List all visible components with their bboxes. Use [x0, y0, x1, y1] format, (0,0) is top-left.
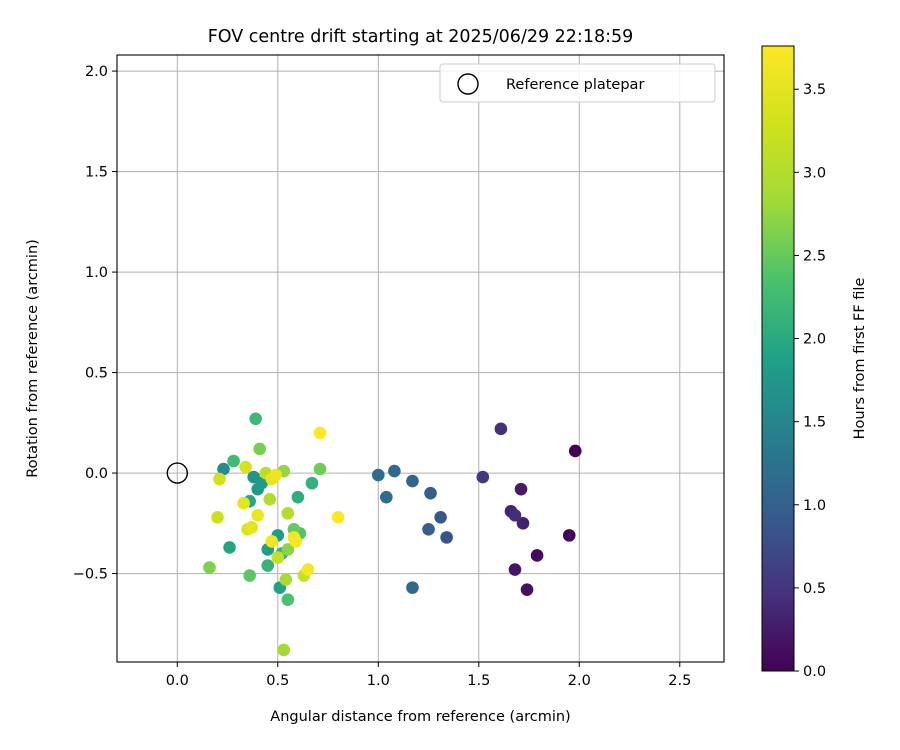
- y-tick-label: 1.5: [85, 165, 108, 181]
- colorbar-gradient: [761, 45, 795, 672]
- colorbar-label: Hours from first FF file: [852, 278, 868, 440]
- x-tick-label: 2.5: [668, 673, 691, 689]
- data-point: [434, 510, 447, 524]
- data-point: [568, 444, 582, 458]
- data-point: [516, 517, 530, 530]
- legend-box: [439, 63, 716, 103]
- legend-open-circle-marker: [457, 73, 479, 95]
- data-point: [371, 468, 385, 482]
- data-point: [217, 462, 230, 476]
- legend-label: Reference platepar: [506, 77, 644, 93]
- x-tick-label: 1.0: [367, 673, 390, 689]
- data-point: [313, 462, 327, 476]
- data-point: [265, 535, 279, 548]
- data-point: [331, 510, 345, 524]
- x-tick-label: 0.0: [166, 673, 189, 689]
- data-point: [263, 492, 277, 506]
- colorbar-tick-label: 1.0: [803, 498, 826, 514]
- data-point: [269, 468, 283, 482]
- x-tick-label: 2.0: [568, 673, 591, 689]
- data-point: [281, 593, 295, 606]
- data-point: [313, 426, 327, 440]
- data-point: [562, 529, 576, 542]
- y-tick-label: 1.0: [85, 265, 108, 281]
- data-point: [424, 486, 437, 500]
- data-point: [211, 510, 224, 524]
- data-point: [520, 583, 534, 596]
- reference-platepar-marker: [166, 462, 188, 484]
- reference-marker-layer: [166, 462, 188, 484]
- data-point: [380, 490, 393, 504]
- data-point: [508, 508, 522, 522]
- data-point: [305, 476, 319, 490]
- data-point: [508, 563, 522, 576]
- y-tick-label: 2.0: [85, 64, 108, 80]
- data-point: [422, 523, 435, 536]
- data-point: [243, 569, 256, 582]
- data-point: [239, 460, 252, 474]
- data-point: [249, 412, 262, 426]
- data-point: [289, 535, 303, 548]
- x-tick-label: 0.5: [266, 673, 289, 689]
- legend: Reference platepar: [439, 63, 716, 103]
- data-point: [277, 643, 291, 657]
- grid: [117, 55, 724, 662]
- colorbar: 0.0 0.5 1.0 1.5 2.0 2.5 3.0 3.5 Hours from firs…: [761, 45, 868, 680]
- data-point: [223, 541, 236, 554]
- y-tick-label: −0.5: [73, 567, 108, 583]
- y-tick-label: 0.0: [85, 466, 108, 482]
- data-point: [494, 422, 508, 436]
- data-point: [261, 559, 275, 572]
- data-point: [237, 496, 250, 510]
- data-point: [514, 482, 528, 496]
- colorbar-tick-label: 0.5: [803, 581, 826, 597]
- data-point: [279, 573, 293, 586]
- data-point: [406, 474, 419, 488]
- data-point: [301, 563, 315, 576]
- x-axis-label: Angular distance from reference (arcmin): [270, 709, 570, 725]
- data-point: [291, 490, 305, 504]
- scatter-points: [203, 412, 582, 657]
- colorbar-ticks: 0.0 0.5 1.0 1.5 2.0 2.5 3.0 3.5: [794, 82, 826, 680]
- data-point: [251, 482, 264, 496]
- data-point: [406, 581, 419, 594]
- chart-title: FOV centre drift starting at 2025/06/29 …: [208, 27, 634, 47]
- data-point: [530, 549, 544, 562]
- y-axis-label: Rotation from reference (arcmin): [25, 239, 41, 478]
- y-axis-ticks: −0.5 0.0 0.5 1.0 1.5 2.0: [73, 64, 117, 583]
- data-point: [251, 508, 264, 522]
- x-axis-ticks: 0.0 0.5 1.0 1.5 2.0 2.5: [166, 662, 691, 689]
- data-point: [253, 442, 267, 456]
- data-point: [227, 454, 240, 468]
- colorbar-tick-label: 3.0: [803, 165, 826, 181]
- colorbar-tick-label: 0.0: [803, 664, 826, 680]
- colorbar-tick-label: 2.5: [803, 248, 826, 264]
- x-tick-label: 1.5: [467, 673, 490, 689]
- data-point: [213, 472, 226, 486]
- data-point: [245, 521, 258, 534]
- y-tick-label: 0.5: [85, 366, 108, 382]
- data-point: [281, 543, 295, 556]
- colorbar-tick-label: 1.5: [803, 415, 826, 431]
- plot-frame: [116, 54, 725, 663]
- data-point: [476, 470, 490, 484]
- data-point: [440, 531, 453, 544]
- data-point: [271, 551, 285, 564]
- colorbar-tick-label: 2.0: [803, 332, 826, 348]
- colorbar-tick-label: 3.5: [803, 82, 826, 98]
- data-point: [203, 561, 216, 574]
- data-point: [388, 464, 401, 478]
- data-point: [281, 506, 295, 520]
